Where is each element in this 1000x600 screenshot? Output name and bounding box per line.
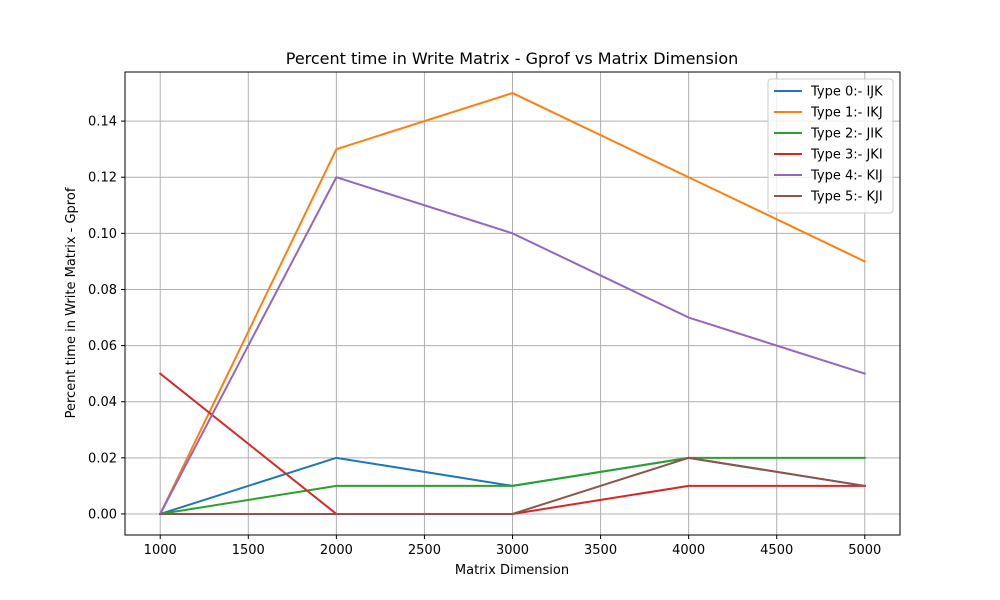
legend-label: Type 3:- JKI (810, 148, 883, 163)
x-tick-label: 2500 (408, 543, 441, 558)
y-tick-label: 0.02 (88, 451, 117, 466)
y-axis: 0.00 0.02 0.04 0.06 0.08 0.10 0.12 0.14 (88, 115, 125, 522)
x-tick-label: 5000 (848, 543, 881, 558)
x-axis: 1000 1500 2000 2500 3000 3500 4000 4500 5000 (144, 535, 881, 558)
y-axis-label: Percent time in Write Matrix - Gprof (64, 187, 79, 418)
legend-label: Type 0:- IJK (810, 85, 883, 100)
x-tick-label: 1000 (144, 543, 177, 558)
y-tick-label: 0.10 (88, 227, 117, 242)
y-tick-label: 0.12 (88, 171, 117, 186)
grid (125, 72, 900, 535)
legend-label: Type 1:- IKJ (810, 106, 883, 121)
x-tick-label: 2000 (320, 543, 353, 558)
series-line-type-1 (158, 92, 867, 516)
y-tick-label: 0.08 (88, 283, 117, 298)
legend-label: Type 5:- KJI (810, 190, 883, 205)
y-tick-label: 0.00 (88, 507, 117, 522)
series-line-type-4 (158, 176, 867, 516)
x-tick-label: 4500 (760, 543, 793, 558)
x-tick-label: 3500 (584, 543, 617, 558)
x-axis-label: Matrix Dimension (455, 563, 569, 578)
chart-title: Percent time in Write Matrix - Gprof vs … (286, 49, 739, 68)
legend-label: Type 4:- KIJ (810, 169, 883, 184)
legend-label: Type 2:- JIK (810, 127, 883, 142)
series-lines (158, 92, 867, 516)
x-tick-label: 3000 (496, 543, 529, 558)
series-line-type-2 (159, 456, 866, 516)
series-line-type-5 (159, 456, 866, 515)
y-tick-label: 0.14 (88, 115, 117, 130)
x-tick-label: 1500 (232, 543, 265, 558)
legend: Type 0:- IJK Type 1:- IKJ Type 2:- JIK Type… (767, 78, 894, 214)
y-tick-label: 0.04 (88, 395, 117, 410)
y-tick-label: 0.06 (88, 339, 117, 354)
x-tick-label: 4000 (672, 543, 705, 558)
